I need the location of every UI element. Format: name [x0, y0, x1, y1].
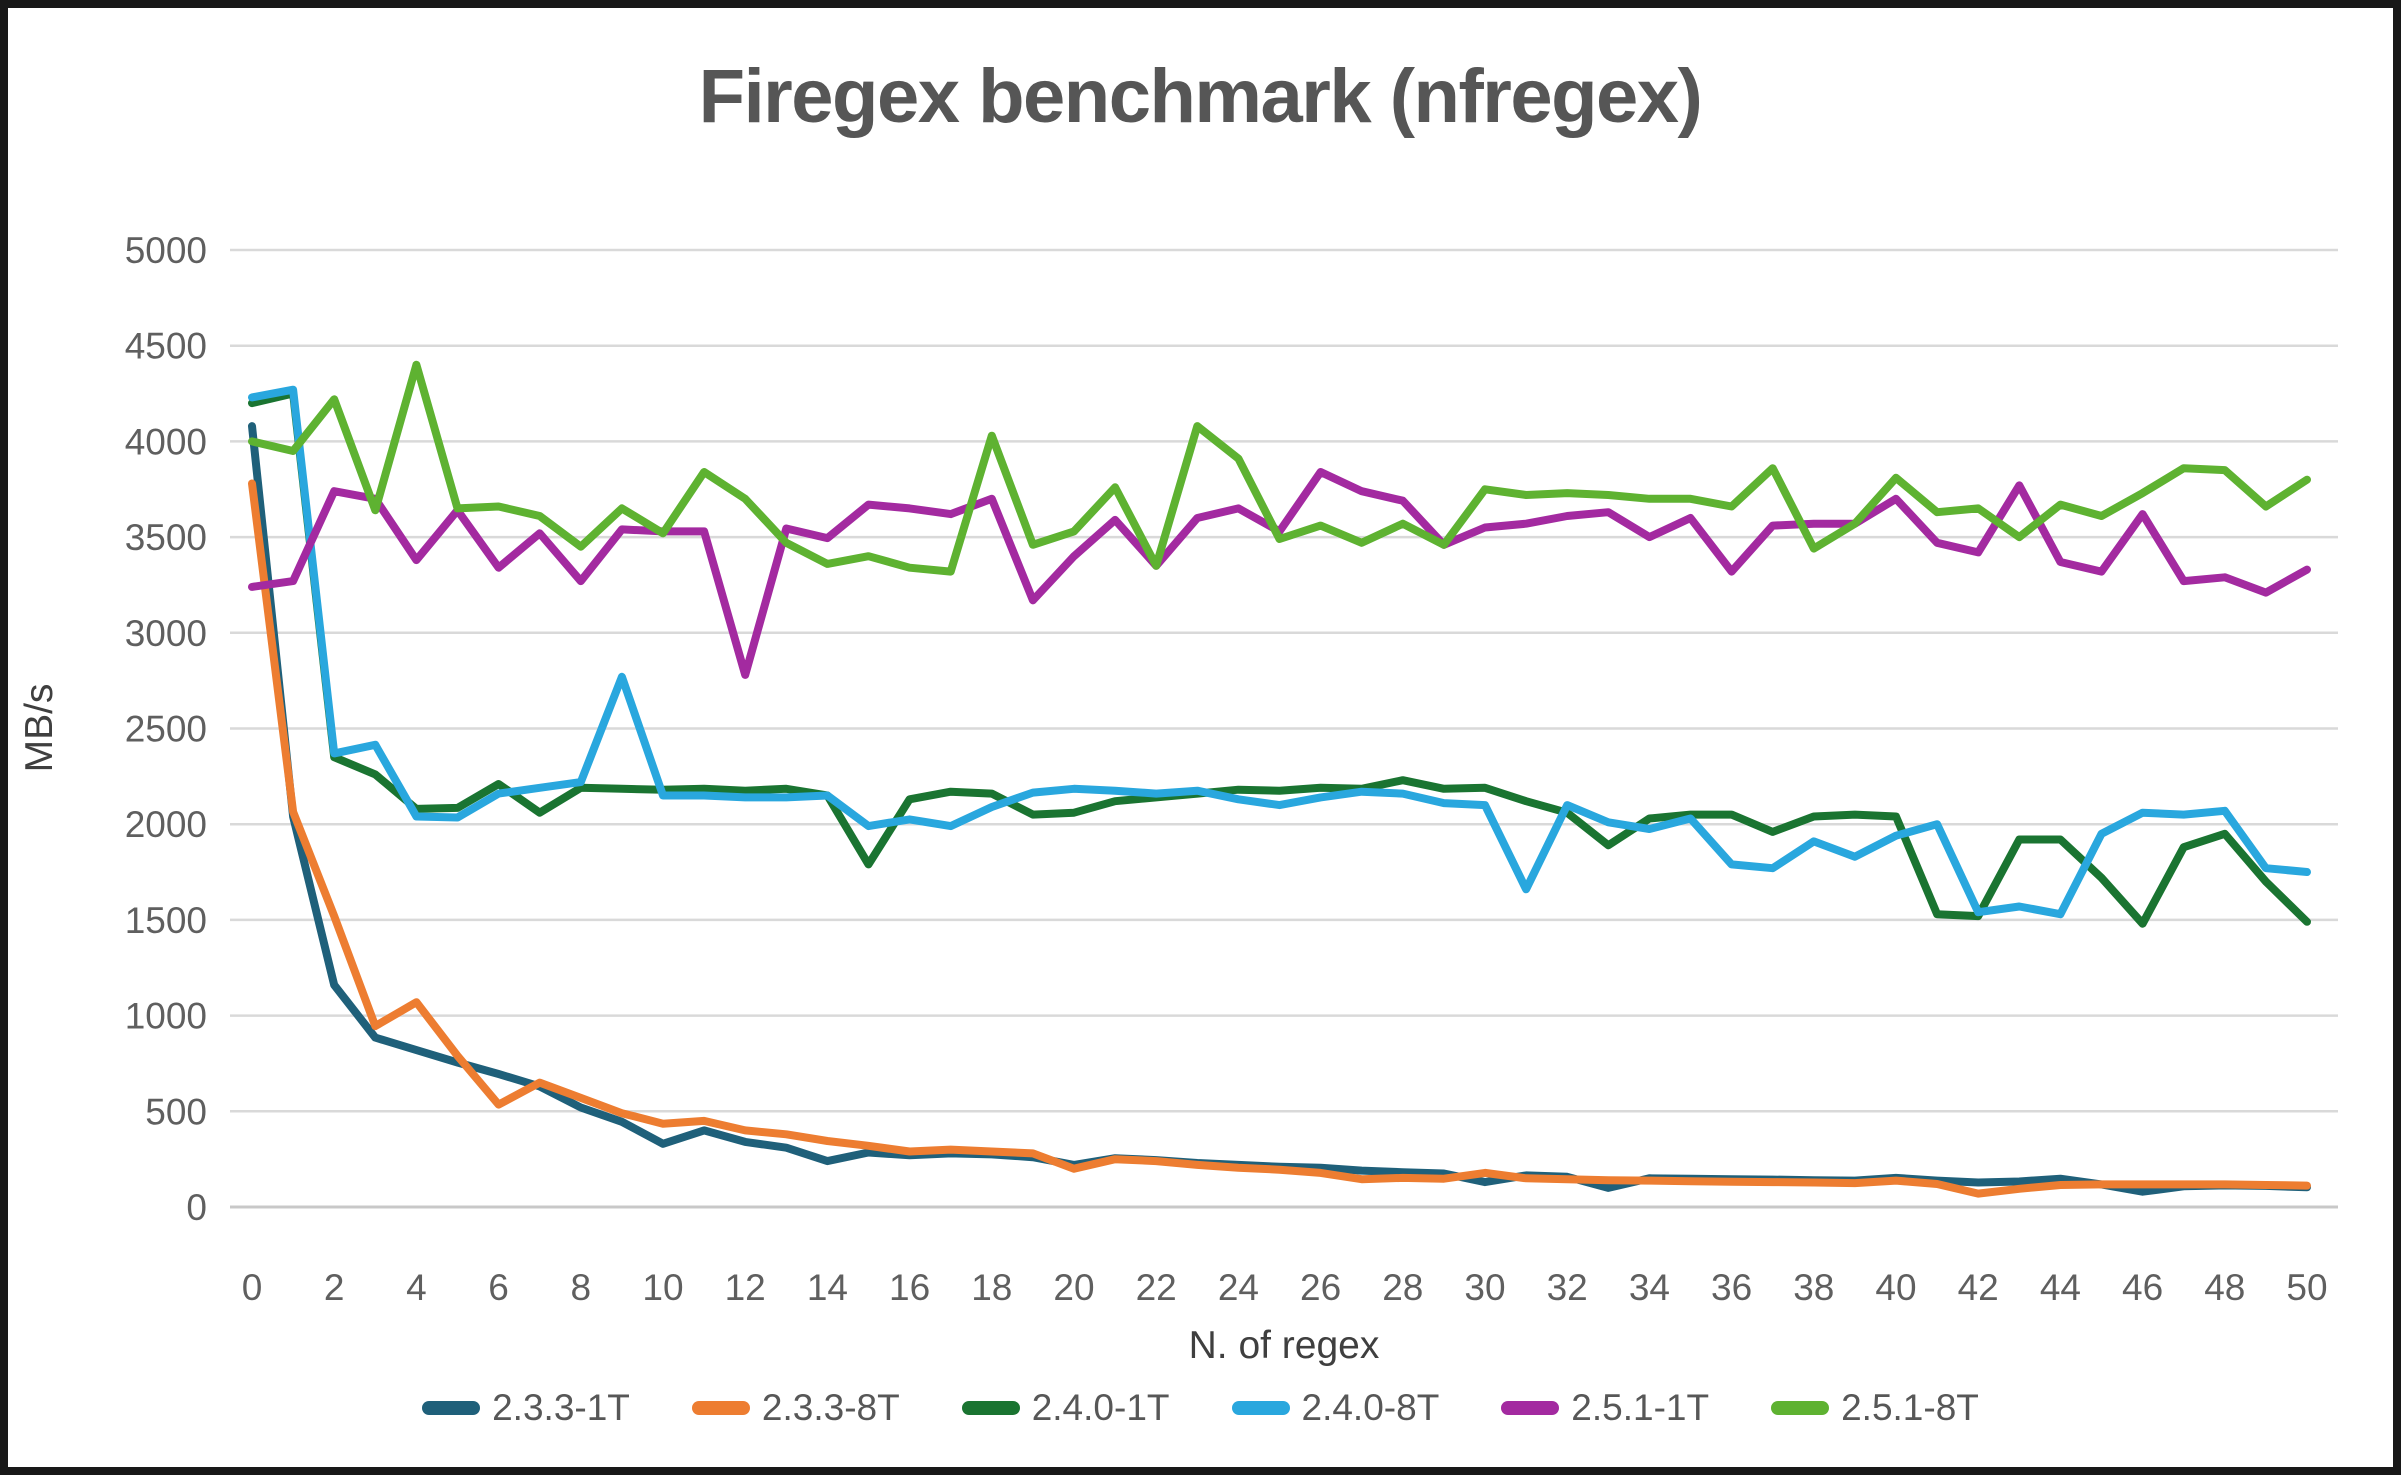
- series-line-2.4.0-1T: [248, 389, 2311, 928]
- y-axis-title: MB/s: [18, 684, 61, 773]
- legend-item-2.3.3-8T: 2.3.3-8T: [691, 1387, 900, 1429]
- y-tick-label: 2000: [125, 804, 207, 845]
- x-axis-title: N. of regex: [1189, 1324, 1380, 1367]
- legend-label: 2.4.0-8T: [1301, 1387, 1440, 1428]
- x-tick-label: 24: [1218, 1267, 1259, 1308]
- legend-item-2.5.1-1T: 2.5.1-1T: [1501, 1387, 1709, 1429]
- x-tick-label: 16: [889, 1267, 930, 1308]
- y-axis-tick-labels: 0 500 1000 1500 2000 2500 3000 3500 4000 4500 5000: [125, 230, 207, 1228]
- x-tick-label: 48: [2204, 1267, 2245, 1308]
- y-tick-label: 4000: [125, 421, 207, 462]
- y-tick-label: 4500: [125, 326, 207, 367]
- y-tick-label: 3500: [125, 517, 207, 558]
- x-tick-label: 22: [1136, 1267, 1177, 1308]
- legend-swatch-icon: [422, 1401, 481, 1415]
- legend-swatch-icon: [1231, 1401, 1290, 1415]
- legend-swatch-icon: [1771, 1401, 1830, 1415]
- x-tick-label: 42: [1958, 1267, 1999, 1308]
- x-tick-label: 36: [1711, 1267, 1752, 1308]
- x-tick-label: 4: [406, 1267, 427, 1308]
- legend-label: 2.5.1-8T: [1841, 1387, 1979, 1428]
- legend-swatch-icon: [1501, 1401, 1560, 1415]
- legend-label: 2.3.3-8T: [761, 1387, 900, 1428]
- chart-title: Firegex benchmark (nfregex): [699, 54, 1702, 139]
- legend-label: 2.3.3-1T: [492, 1387, 630, 1428]
- chart-legend: 2.3.3-1T 2.3.3-8T 2.4.0-1T 2.4.0-8T 2.5.1-1T…: [0, 1378, 2401, 1438]
- x-tick-label: 26: [1300, 1267, 1341, 1308]
- x-axis-tick-labels: 0 2 4 6 8 10 12 14 16 18 20 22 24 26 28 30 32 34 36 38 40 42 4…: [242, 1267, 2328, 1308]
- legend-swatch-icon: [961, 1401, 1020, 1415]
- y-tick-label: 2500: [125, 709, 207, 750]
- series-line-2.5.1-8T: [248, 360, 2311, 576]
- y-tick-label: 5000: [125, 230, 207, 271]
- x-tick-label: 8: [571, 1267, 592, 1308]
- x-tick-label: 6: [488, 1267, 509, 1308]
- x-tick-label: 14: [807, 1267, 848, 1308]
- x-tick-label: 34: [1629, 1267, 1670, 1308]
- x-tick-label: 12: [725, 1267, 766, 1308]
- legend-item-2.3.3-1T: 2.3.3-1T: [422, 1387, 630, 1429]
- x-tick-label: 50: [2286, 1267, 2327, 1308]
- x-tick-label: 0: [242, 1267, 263, 1308]
- legend-item-2.5.1-8T: 2.5.1-8T: [1771, 1387, 1979, 1429]
- y-tick-label: 1000: [125, 996, 207, 1037]
- x-tick-label: 2: [324, 1267, 345, 1308]
- x-tick-label: 28: [1382, 1267, 1423, 1308]
- y-tick-label: 0: [186, 1187, 207, 1228]
- series-line-2.5.1-1T: [248, 468, 2311, 679]
- gridlines: [230, 248, 2338, 1209]
- x-tick-label: 38: [1793, 1267, 1834, 1308]
- x-tick-label: 10: [642, 1267, 683, 1308]
- legend-item-2.4.0-8T: 2.4.0-8T: [1231, 1387, 1440, 1429]
- x-tick-label: 46: [2122, 1267, 2163, 1308]
- y-tick-label: 500: [145, 1091, 207, 1132]
- legend-label: 2.5.1-1T: [1571, 1387, 1710, 1428]
- x-tick-label: 30: [1464, 1267, 1505, 1308]
- series-line-2.4.0-8T: [248, 385, 2311, 919]
- x-tick-label: 20: [1053, 1267, 1094, 1308]
- series-lines: [248, 360, 2311, 1198]
- x-tick-label: 44: [2040, 1267, 2081, 1308]
- legend-label: 2.4.0-1T: [1031, 1387, 1170, 1428]
- y-tick-label: 3000: [125, 613, 207, 654]
- legend-item-2.4.0-1T: 2.4.0-1T: [961, 1387, 1170, 1429]
- x-tick-label: 18: [971, 1267, 1012, 1308]
- y-tick-label: 1500: [125, 900, 207, 941]
- series-line-2.3.3-8T: [248, 479, 2311, 1198]
- legend-swatch-icon: [691, 1401, 750, 1415]
- x-tick-label: 40: [1875, 1267, 1916, 1308]
- x-tick-label: 32: [1547, 1267, 1588, 1308]
